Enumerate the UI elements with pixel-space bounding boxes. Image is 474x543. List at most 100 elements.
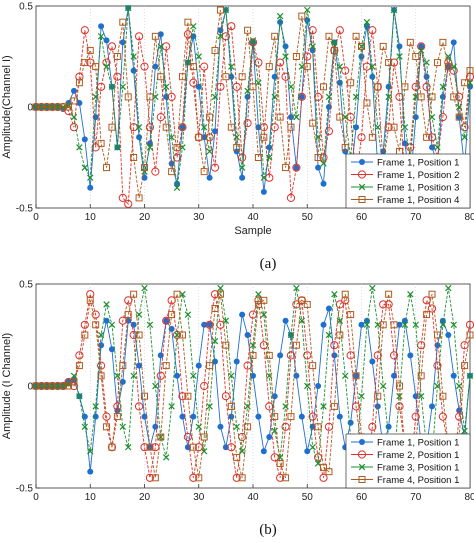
data-point (461, 362, 469, 370)
data-point (124, 199, 133, 209)
data-point (439, 321, 447, 329)
data-point (331, 290, 338, 298)
data-point (195, 83, 202, 90)
data-point (107, 42, 117, 51)
panel-caption: (a) (260, 256, 277, 272)
data-point (265, 63, 273, 71)
x-tick-label: 20 (139, 212, 151, 223)
data-point (43, 382, 51, 390)
data-point (315, 164, 322, 171)
data-point (228, 413, 235, 420)
data-point (254, 154, 262, 161)
data-point (217, 284, 224, 292)
data-point (92, 93, 99, 101)
data-point (184, 18, 192, 26)
data-point (168, 403, 175, 410)
data-point (201, 134, 208, 141)
data-point (407, 352, 414, 359)
legend-label: Frame 1, Position 3 (377, 182, 459, 193)
data-point (406, 38, 414, 46)
data-point (125, 4, 132, 12)
data-point (417, 93, 425, 101)
data-point (401, 123, 409, 131)
data-point (374, 392, 382, 400)
data-point (282, 164, 290, 172)
data-point (216, 82, 225, 91)
data-point (233, 143, 241, 151)
data-point (141, 168, 148, 175)
series-line (36, 7, 471, 188)
data-point (369, 73, 376, 80)
data-point (260, 296, 268, 304)
data-point (184, 59, 192, 66)
data-point (335, 26, 344, 35)
data-point (216, 6, 224, 14)
data-point (140, 62, 149, 71)
data-point (325, 468, 333, 476)
data-point (238, 153, 247, 162)
data-point (92, 413, 99, 420)
data-point (190, 413, 197, 420)
data-point (119, 83, 127, 91)
data-point (249, 37, 257, 44)
data-point (141, 284, 148, 292)
legend-marker (357, 170, 367, 179)
data-point (347, 311, 355, 319)
data-point (162, 454, 170, 461)
legend-item: Frame 1, Position 4 (351, 195, 459, 206)
data-point (163, 317, 170, 324)
data-point (407, 290, 414, 298)
data-point (211, 304, 219, 312)
data-point (363, 321, 371, 329)
data-point (173, 143, 181, 151)
data-point (119, 18, 127, 26)
data-point (369, 358, 376, 365)
data-point (228, 73, 235, 80)
data-point (162, 42, 171, 51)
data-point (239, 311, 246, 318)
x-axis-label: Sample (234, 225, 271, 237)
data-point (292, 300, 301, 309)
data-point (460, 123, 469, 132)
data-point (59, 382, 67, 390)
data-point (304, 382, 311, 390)
data-point (103, 37, 110, 44)
data-point (445, 284, 452, 292)
data-point (162, 83, 170, 91)
data-point (266, 144, 273, 151)
data-point (81, 59, 89, 67)
data-point (385, 290, 393, 298)
legend-item: Frame 1, Position 2 (351, 170, 459, 181)
data-point (374, 321, 381, 329)
data-point (320, 83, 328, 91)
series-line (36, 24, 471, 206)
data-point (54, 382, 61, 390)
data-point (81, 136, 88, 143)
data-point (80, 320, 89, 329)
data-point (439, 392, 447, 400)
data-point (222, 6, 230, 14)
data-point (466, 372, 474, 380)
data-point (157, 352, 164, 359)
data-point (298, 12, 306, 20)
data-point (179, 290, 186, 298)
data-point (303, 351, 312, 360)
data-point (259, 123, 268, 132)
data-point (114, 144, 121, 151)
data-point (331, 352, 338, 359)
data-point (130, 290, 138, 298)
data-point (92, 321, 100, 329)
data-point (54, 382, 62, 390)
data-point (91, 310, 100, 319)
data-point (271, 413, 279, 421)
data-point (157, 433, 165, 441)
data-point (195, 423, 202, 431)
legend-label: Frame 4, Position 1 (377, 475, 459, 486)
data-point (81, 331, 89, 339)
data-point (314, 460, 322, 467)
data-point (374, 123, 381, 131)
data-point (195, 133, 203, 141)
data-point (325, 305, 332, 312)
x-tick-label: 40 (247, 212, 259, 223)
data-point (353, 124, 360, 131)
